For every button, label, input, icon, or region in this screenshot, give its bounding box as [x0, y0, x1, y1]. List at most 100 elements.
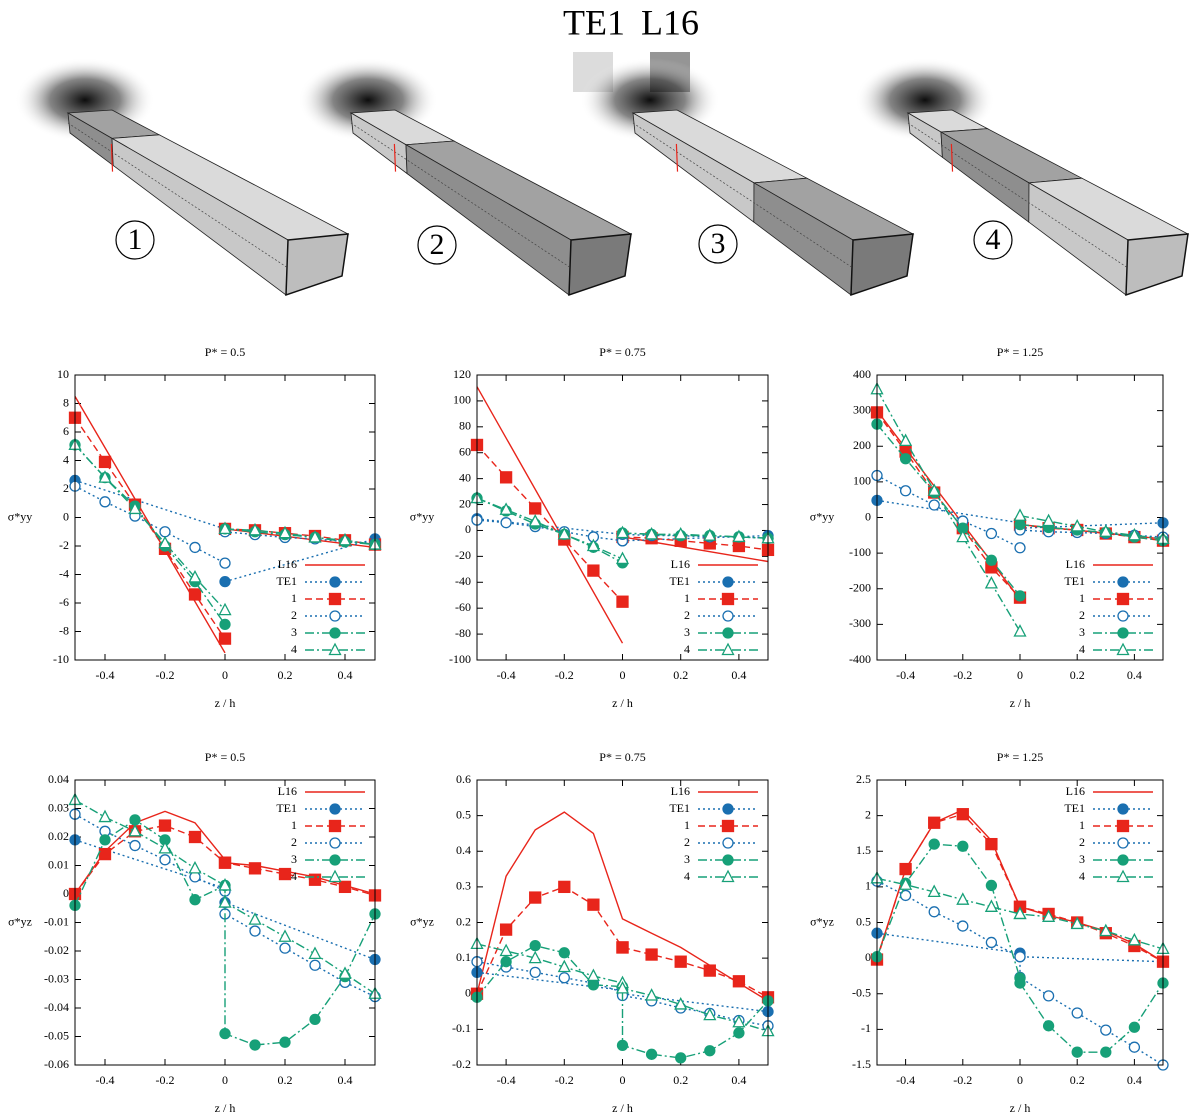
legend-label: 3 — [684, 852, 690, 866]
legend-label: 1 — [1079, 591, 1085, 605]
x-tick-label: 0 — [222, 1073, 228, 1087]
y-tick-label: -0.5 — [852, 986, 871, 1000]
marker — [98, 809, 112, 823]
legend-marker — [329, 576, 341, 588]
y-tick-label: 0.01 — [48, 857, 69, 871]
legend-marker — [722, 627, 734, 639]
marker — [308, 530, 322, 543]
series-line — [74, 444, 376, 611]
legend-label: 4 — [1079, 642, 1085, 656]
marker — [1128, 1021, 1141, 1033]
marker — [1099, 524, 1113, 537]
series-line — [476, 886, 769, 998]
marker — [899, 889, 912, 902]
marker — [529, 966, 541, 979]
y-tick-label: -40 — [455, 574, 471, 588]
legend-marker — [722, 837, 734, 849]
x-tick-label: 0 — [222, 668, 228, 682]
marker — [159, 854, 171, 866]
legend-marker — [1116, 642, 1130, 656]
legend-label: 1 — [684, 818, 690, 832]
marker — [249, 925, 261, 937]
chart: P* = 1.25 z / h σ*yz -1.5 -1 -0.5 0 0.5 1 1.5 2 2.5… — [810, 750, 1170, 1113]
marker — [616, 1039, 629, 1052]
marker — [189, 894, 201, 906]
marker — [984, 576, 998, 589]
marker — [218, 602, 232, 616]
legend-label: L16 — [671, 557, 690, 571]
y-tick-label: -0.02 — [44, 943, 69, 957]
y-tick-label: -6 — [59, 595, 69, 609]
beam-number: 4 — [986, 223, 1001, 256]
y-tick-label: 100 — [453, 393, 471, 407]
marker — [158, 819, 172, 832]
y-tick-label: -2 — [59, 538, 69, 552]
marker — [615, 981, 630, 994]
legend-marker — [328, 592, 342, 606]
marker — [338, 532, 352, 546]
legend-marker — [329, 854, 341, 866]
x-tick-label: -0.4 — [96, 668, 115, 682]
y-tick-label: -400 — [849, 652, 871, 666]
x-tick-label: -0.4 — [896, 1073, 915, 1087]
marker — [1014, 542, 1026, 554]
y-axis-label: σ*yz — [810, 914, 834, 928]
marker — [188, 588, 202, 601]
beam-number-ring — [698, 224, 738, 264]
marker — [956, 808, 969, 821]
legend-marker — [721, 642, 735, 656]
legend-label: 1 — [291, 591, 297, 605]
y-tick-label: -0.06 — [44, 1057, 69, 1071]
x-axis-label: z / h — [215, 696, 236, 710]
x-tick-label: -0.4 — [497, 1073, 516, 1087]
marker — [158, 535, 172, 549]
y-tick-label: 2 — [865, 807, 871, 821]
marker — [1013, 508, 1027, 521]
series-line — [876, 809, 1164, 963]
x-tick-label: -0.2 — [555, 1073, 574, 1087]
legend-label: 2 — [1079, 608, 1085, 622]
plot-frame — [876, 779, 1164, 1066]
marker — [309, 959, 321, 971]
legend-label: L16 — [641, 2, 699, 42]
marker — [308, 873, 322, 886]
y-tick-label: 0 — [63, 509, 69, 523]
y-tick-label: 0.4 — [456, 843, 471, 857]
section-cut — [393, 143, 397, 172]
marker — [219, 1028, 231, 1040]
marker — [1042, 513, 1056, 527]
chart: P* = 1.25z / hσ*yy-400-300-200-100010020… — [810, 345, 1170, 710]
beam-number: 1 — [128, 223, 143, 256]
legend-label: 4 — [291, 642, 297, 656]
marker — [279, 1036, 291, 1048]
y-tick-label: -0.04 — [44, 1000, 69, 1014]
marker — [1128, 1041, 1141, 1053]
legend-label: TE1 — [276, 801, 297, 815]
y-axis-label: σ*yz — [8, 914, 32, 928]
marker — [899, 485, 912, 497]
series-line — [876, 843, 1164, 1053]
y-tick-label: 60 — [459, 444, 471, 458]
y-axis-label: σ*yy — [8, 509, 32, 523]
legend-label: 1 — [1079, 818, 1085, 832]
series-line — [876, 388, 1164, 632]
legend-label: 3 — [1079, 625, 1085, 639]
section-cut — [950, 143, 954, 172]
x-tick-label: 0.4 — [338, 1073, 353, 1087]
marker — [98, 455, 112, 469]
marker — [674, 955, 687, 968]
y-tick-label: 80 — [459, 419, 471, 433]
legend-marker — [329, 627, 341, 639]
y-tick-label: 0 — [865, 950, 871, 964]
y-tick-label: 0.6 — [456, 772, 471, 786]
marker — [1014, 518, 1026, 531]
marker — [99, 496, 111, 508]
y-tick-label: 0.03 — [48, 800, 69, 814]
marker — [159, 526, 171, 538]
legend-label: 2 — [291, 608, 297, 622]
legend-label: L16 — [278, 557, 297, 571]
legend-marker — [1117, 837, 1129, 849]
x-tick-label: 0.2 — [278, 1073, 293, 1087]
beam-number-ring — [417, 225, 457, 265]
